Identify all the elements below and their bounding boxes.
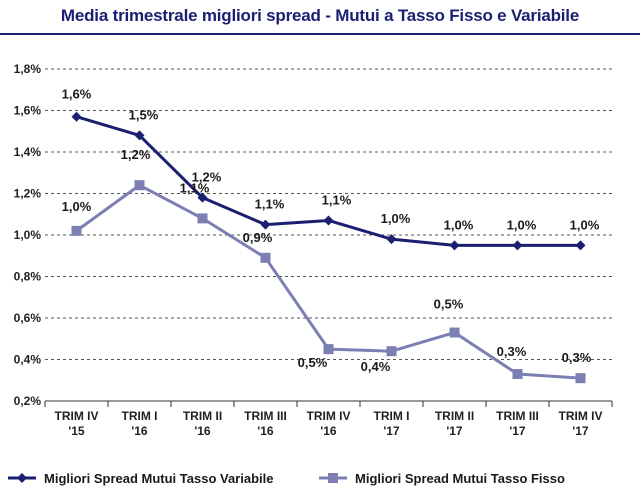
series bbox=[71, 111, 586, 384]
data-label: 1,0% bbox=[507, 217, 537, 232]
y-tick-label: 1,0% bbox=[14, 228, 42, 242]
legend-marker bbox=[328, 473, 338, 483]
x-tick-label: TRIM IV '17 bbox=[559, 409, 603, 438]
y-tick-label: 0,8% bbox=[14, 270, 42, 284]
y-tick-label: 1,2% bbox=[14, 187, 42, 201]
data-point bbox=[512, 369, 523, 380]
data-label: 0,9% bbox=[243, 230, 273, 245]
axes: 0,2% 0,4% 0,6% 0,8% 1,0% 1,2% 1,4% 1,6% 1,8% TRIM… bbox=[14, 62, 613, 438]
x-tick-label: TRIM IV '16 bbox=[307, 409, 351, 438]
x-tick-label: TRIM IV '15 bbox=[55, 409, 99, 438]
data-label: 1,1% bbox=[180, 180, 210, 195]
title-divider bbox=[0, 33, 640, 35]
data-point bbox=[134, 130, 145, 141]
data-point bbox=[197, 192, 208, 203]
data-point bbox=[386, 346, 397, 357]
data-point bbox=[323, 344, 334, 355]
data-point bbox=[71, 225, 82, 236]
data-label: 0,4% bbox=[361, 359, 391, 374]
data-label: 1,0% bbox=[62, 199, 92, 214]
data-label: 0,5% bbox=[298, 355, 328, 370]
series-line bbox=[76, 115, 581, 247]
data-label: 0,5% bbox=[434, 297, 464, 312]
data-point bbox=[449, 240, 460, 251]
data-point bbox=[260, 252, 271, 263]
data-label: 1,1% bbox=[322, 192, 352, 207]
data-point bbox=[386, 234, 397, 245]
data-label: 1,2% bbox=[121, 147, 151, 162]
y-tick-label: 0,2% bbox=[14, 394, 42, 408]
data-point bbox=[260, 219, 271, 230]
x-tick-label: TRIM II '17 bbox=[435, 409, 474, 438]
y-tick-label: 1,6% bbox=[14, 104, 42, 118]
x-tick-label: TRIM III '17 bbox=[496, 409, 539, 438]
data-label: 0,3% bbox=[497, 344, 527, 359]
chart-title: Media trimestrale migliori spread - Mutu… bbox=[60, 6, 580, 25]
data-label: 0,3% bbox=[562, 350, 592, 365]
data-point bbox=[134, 180, 145, 191]
legend-marker bbox=[17, 473, 27, 483]
x-tick-label: TRIM I '16 bbox=[122, 409, 158, 438]
data-label: 1,5% bbox=[129, 107, 159, 122]
x-tick-label: TRIM I '17 bbox=[374, 409, 410, 438]
data-label: 1,1% bbox=[255, 197, 285, 212]
y-tick-label: 0,4% bbox=[14, 353, 42, 367]
x-tick-label: TRIM III '16 bbox=[244, 409, 287, 438]
data-label: 1,0% bbox=[570, 217, 600, 232]
legend-label: Migliori Spread Mutui Tasso Variabile bbox=[44, 471, 273, 486]
y-tick-label: 1,8% bbox=[14, 62, 42, 76]
y-tick-label: 1,4% bbox=[14, 145, 42, 159]
data-point bbox=[323, 215, 334, 226]
data-point bbox=[575, 373, 586, 384]
data-point bbox=[197, 213, 208, 224]
data-point bbox=[71, 111, 82, 122]
legend: Migliori Spread Mutui Tasso Variabile Mig… bbox=[8, 471, 565, 486]
legend-label: Migliori Spread Mutui Tasso Fisso bbox=[355, 471, 565, 486]
y-tick-label: 0,6% bbox=[14, 311, 42, 325]
data-label: 1,2% bbox=[192, 170, 222, 185]
data-labels: 1,6%1,5%1,2%1,1% 1,1%1,0% 1,0% 1,0% 1,0%1,0%… bbox=[62, 87, 600, 374]
gridlines bbox=[45, 68, 612, 360]
data-label: 1,0% bbox=[444, 217, 474, 232]
x-tick-label: TRIM II '16 bbox=[183, 409, 222, 438]
data-label: 1,6% bbox=[62, 87, 92, 102]
data-point bbox=[512, 240, 523, 251]
data-point bbox=[575, 240, 586, 251]
data-label: 1,0% bbox=[381, 211, 411, 226]
data-point bbox=[449, 327, 460, 338]
